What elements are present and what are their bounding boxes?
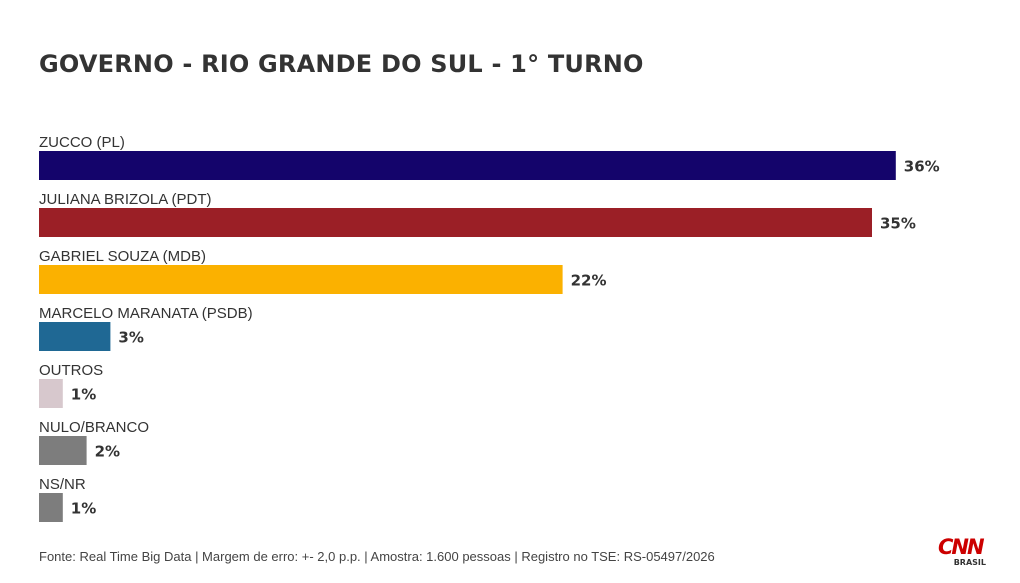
category-label-1: JULIANA BRIZOLA (PDT) xyxy=(39,191,212,208)
bar-4 xyxy=(39,379,63,408)
value-label-6: 1% xyxy=(71,500,96,518)
category-label-6: NS/NR xyxy=(39,476,86,493)
logo-subtitle: BRASIL xyxy=(953,558,986,567)
bar-1 xyxy=(39,208,872,237)
category-label-4: OUTROS xyxy=(39,362,103,379)
bar-3 xyxy=(39,322,111,351)
bar-6 xyxy=(39,493,63,522)
category-label-5: NULO/BRANCO xyxy=(39,419,149,436)
logo-wordmark: CNN xyxy=(938,535,985,559)
category-label-0: ZUCCO (PL) xyxy=(39,134,125,151)
bar-2 xyxy=(39,265,563,294)
value-label-3: 3% xyxy=(118,329,143,347)
value-label-1: 35% xyxy=(880,215,916,233)
bar-0 xyxy=(39,151,896,180)
value-label-2: 22% xyxy=(571,272,607,290)
cnn-brasil-logo: CNN BRASIL xyxy=(938,536,990,572)
source-footnote: Fonte: Real Time Big Data | Margem de er… xyxy=(39,549,715,564)
value-label-4: 1% xyxy=(71,386,96,404)
category-label-3: MARCELO MARANATA (PSDB) xyxy=(39,305,253,322)
category-label-2: GABRIEL SOUZA (MDB) xyxy=(39,248,206,265)
value-label-5: 2% xyxy=(95,443,120,461)
chart-title: GOVERNO - RIO GRANDE DO SUL - 1° TURNO xyxy=(39,50,644,78)
bar-5 xyxy=(39,436,87,465)
value-label-0: 36% xyxy=(904,158,940,176)
